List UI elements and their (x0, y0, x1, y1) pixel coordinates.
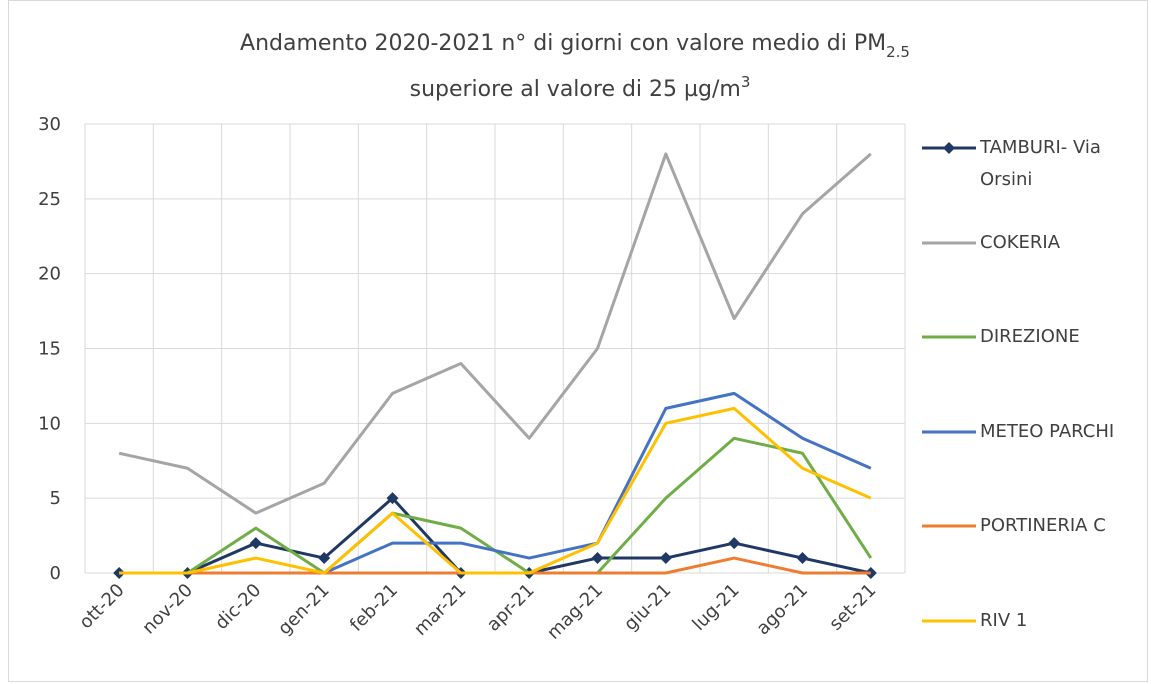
legend-marker (943, 142, 955, 154)
chart-title: Andamento 2020-2021 n° di giorni con val… (240, 31, 910, 61)
legend: TAMBURI- Via Orsini COKERIA DIREZIONE METEO… (920, 0, 1145, 684)
legend-swatch (922, 335, 976, 339)
point-marker (386, 492, 399, 505)
x-tick-label: ago-21 (752, 580, 812, 640)
chart-title: superiore al valore di 25 µg/m3 (410, 73, 751, 102)
point-marker (318, 552, 331, 565)
legend-label: COKERIA (980, 231, 1061, 253)
x-tick-label: mar-21 (410, 580, 470, 640)
legend-label: RIV 1 (980, 609, 1028, 631)
title-sub: 2.5 (886, 43, 910, 61)
y-tick-label: 20 (38, 264, 61, 285)
series-line (119, 406, 872, 575)
y-tick-label: 15 (38, 339, 61, 360)
chart-frame (8, 0, 1148, 682)
y-tick-label: 5 (50, 488, 61, 509)
legend-swatch (922, 241, 976, 244)
point-marker (728, 537, 741, 550)
y-tick-label: 10 (38, 413, 61, 434)
x-tick-label: lug-21 (688, 580, 743, 635)
legend-swatch (922, 430, 976, 433)
legend-entry: COKERIA (920, 227, 1140, 259)
legend-swatch (922, 524, 976, 528)
y-tick-label: 30 (38, 114, 61, 135)
x-tick-label: ott-20 (75, 580, 128, 633)
x-tick-label: mag-21 (543, 580, 607, 644)
legend-entry: METEO PARCHI (920, 416, 1140, 448)
legend-swatch (922, 619, 976, 622)
legend-label: TAMBURI- Via Orsini (980, 137, 1101, 190)
legend-entry: PORTINERIA C (920, 510, 1140, 542)
x-tick-label: nov-20 (138, 580, 197, 639)
legend-label: PORTINERIA C (980, 515, 1106, 536)
x-tick-label: feb-21 (346, 580, 402, 636)
y-tick-label: 25 (38, 189, 61, 210)
legend-entry: DIREZIONE (920, 321, 1140, 353)
title-line2: superiore al valore di 25 µg/m (410, 77, 741, 102)
legend-swatch (922, 142, 976, 154)
legend-label: DIREZIONE (980, 326, 1080, 347)
series-line (118, 152, 872, 515)
point-marker (796, 552, 809, 565)
legend-label: METEO PARCHI (980, 420, 1115, 442)
title-sup: 3 (741, 73, 751, 91)
y-tick-label: 0 (50, 563, 61, 584)
point-marker (591, 552, 604, 565)
point-marker (249, 537, 262, 550)
legend-entry: TAMBURI- Via Orsini (920, 132, 1140, 196)
x-tick-label: giu-21 (620, 580, 675, 635)
x-tick-label: set-21 (825, 580, 880, 635)
x-tick-label: apr-21 (483, 580, 539, 636)
x-tick-label: gen-21 (274, 580, 334, 640)
title-line1: Andamento 2020-2021 n° di giorni con val… (240, 31, 886, 56)
legend-entry: RIV 1 (920, 605, 1140, 637)
x-tick-label: dic-20 (211, 580, 265, 634)
point-marker (659, 552, 672, 565)
